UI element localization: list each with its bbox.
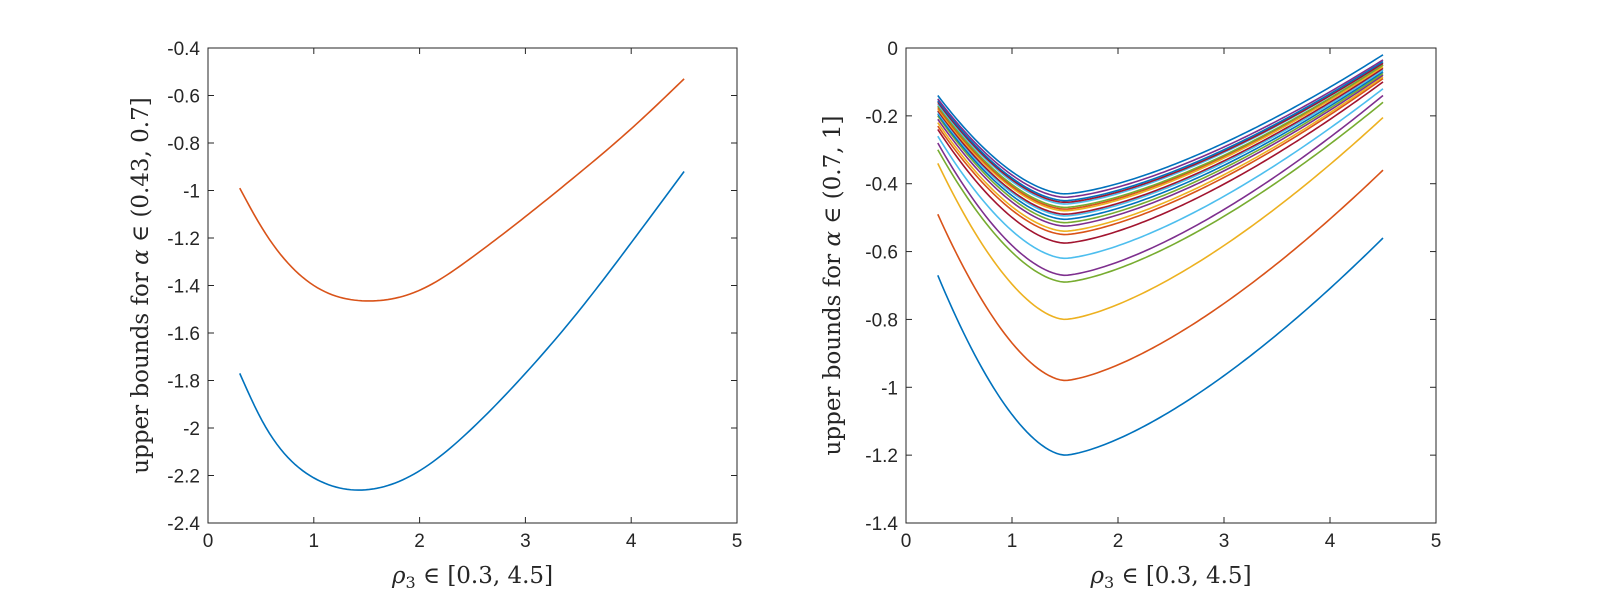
- y-tick-label: -1.2: [865, 446, 898, 467]
- series-line-10: [937, 74, 1384, 227]
- y-tick-label: -0.2: [865, 107, 898, 128]
- series-line-6: [937, 88, 1384, 260]
- plot-frame: [207, 47, 738, 524]
- y-tick-label: -0.6: [865, 243, 898, 264]
- x-tick-label: 4: [1325, 531, 1336, 552]
- y-tick-label: -2: [183, 419, 200, 440]
- series-line-14: [937, 67, 1384, 216]
- y-tick-label: -0.4: [865, 175, 898, 196]
- series-line-1: [937, 237, 1384, 456]
- y-tick-label: -1.6: [167, 324, 200, 345]
- series-line-12: [937, 71, 1384, 221]
- series-line-17: [937, 64, 1384, 209]
- left-chart: 0 1 2 3 4 5 -2.4 -2.2 -2 -1.8 -1.6 -1.4 -1.2 -1 -0.8 -0…: [128, 39, 742, 592]
- series-line-22: [937, 54, 1384, 195]
- x-tick-label: 1: [1007, 531, 1018, 552]
- x-tick-label: 2: [1113, 531, 1124, 552]
- y-tick-label: -1: [183, 182, 200, 203]
- series-line-9: [937, 76, 1384, 232]
- y-tick-label: -2.2: [167, 467, 200, 488]
- y-tick-label: -2.4: [167, 514, 200, 535]
- y-tick-label: -1: [881, 378, 898, 399]
- y-tick-label: -1.4: [865, 514, 898, 535]
- series-line-7: [937, 81, 1384, 244]
- series-line-3: [937, 116, 1384, 321]
- series-line-21: [937, 59, 1384, 199]
- y-tick-label: -1.2: [167, 229, 200, 250]
- y-tick-label: -0.6: [167, 87, 200, 108]
- right-chart: 0 1 2 3 4 5 -1.4 -1.2 -1 -0.8 -0.6 -0.4 -0.2 0 ρ3 ∈ [0…: [820, 39, 1441, 592]
- y-tick-label: -1.8: [167, 372, 200, 393]
- y-tick-label: -0.8: [865, 310, 898, 331]
- x-tick-label: 3: [1219, 531, 1230, 552]
- series-line-2: [937, 169, 1384, 382]
- y-axis-label: upper bounds for α ∈ (0.7, 1]: [820, 116, 846, 456]
- y-tick-label: -0.4: [167, 39, 200, 60]
- series-line-11: [937, 72, 1384, 224]
- series-line-5: [937, 94, 1384, 277]
- series-line-19: [937, 62, 1384, 204]
- x-tick-label: 5: [732, 531, 743, 552]
- series-line-15: [937, 65, 1384, 212]
- x-tick-label: 5: [1431, 531, 1442, 552]
- y-tick-label: -1.4: [167, 277, 200, 298]
- series-line-1: [239, 171, 685, 491]
- y-axis-label: upper bounds for α ∈ (0.43, 0.7]: [128, 97, 154, 473]
- x-tick-label: 3: [520, 531, 531, 552]
- y-tick-label: -0.8: [167, 134, 200, 155]
- series-line-2: [239, 78, 685, 302]
- y-tick-label: 0: [887, 39, 898, 60]
- series-line-20: [937, 60, 1384, 202]
- x-tick-label: 0: [203, 531, 214, 552]
- x-tick-label: 2: [414, 531, 425, 552]
- x-tick-label: 4: [626, 531, 637, 552]
- plot-frame: [905, 47, 1437, 524]
- x-tick-label: 0: [901, 531, 912, 552]
- x-tick-label: 1: [309, 531, 320, 552]
- x-axis-label: ρ3 ∈ [0.3, 4.5]: [391, 563, 553, 592]
- series-line-4: [937, 101, 1384, 283]
- x-axis-label: ρ3 ∈ [0.3, 4.5]: [1089, 563, 1251, 592]
- series-line-13: [937, 69, 1384, 217]
- series-line-8: [937, 77, 1384, 236]
